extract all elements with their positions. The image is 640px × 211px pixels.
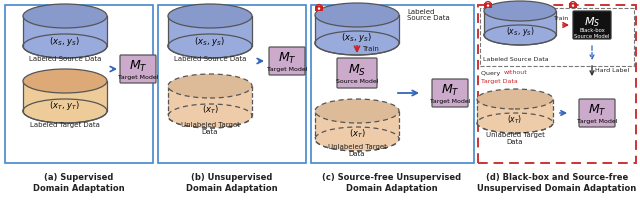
Text: Target Data: Target Data	[481, 78, 518, 84]
FancyBboxPatch shape	[579, 99, 615, 127]
Polygon shape	[168, 16, 252, 46]
Text: Unlabeled Target
Data: Unlabeled Target Data	[486, 131, 545, 145]
Text: Unlabeled Target
Data: Unlabeled Target Data	[180, 123, 239, 135]
Bar	[570, 3, 577, 8]
Polygon shape	[168, 86, 252, 116]
Text: Query: Query	[481, 70, 502, 76]
Text: Unlabeled Target
Data: Unlabeled Target Data	[328, 145, 387, 157]
Ellipse shape	[168, 104, 252, 128]
Bar	[316, 6, 323, 11]
Ellipse shape	[315, 31, 399, 55]
Ellipse shape	[477, 113, 553, 133]
Ellipse shape	[23, 69, 107, 93]
Text: $M_T$: $M_T$	[278, 51, 296, 66]
Ellipse shape	[484, 1, 556, 21]
Text: Labeled Source Data: Labeled Source Data	[29, 56, 101, 62]
Text: Train: Train	[362, 46, 379, 52]
Ellipse shape	[23, 99, 107, 123]
Text: Labeled Target Data: Labeled Target Data	[30, 122, 100, 128]
Text: Target Model: Target Model	[429, 99, 470, 104]
Text: (b) Unsupervised
Domain Adaptation: (b) Unsupervised Domain Adaptation	[186, 173, 278, 193]
Text: $(x_T,\, y_T)$: $(x_T,\, y_T)$	[49, 99, 81, 111]
Text: $(x_S,\, y_S)$: $(x_S,\, y_S)$	[195, 35, 226, 47]
Text: (c) Source-free Unsupervised
Domain Adaptation: (c) Source-free Unsupervised Domain Adap…	[323, 173, 461, 193]
Text: $M_S$: $M_S$	[584, 15, 600, 29]
Text: Target Model: Target Model	[118, 75, 158, 80]
Ellipse shape	[23, 34, 107, 58]
Text: $(x_S,\, y_S)$: $(x_S,\, y_S)$	[506, 24, 534, 38]
Bar	[478, 5, 636, 163]
Text: $M_S$: $M_S$	[348, 63, 366, 78]
Text: $M_T$: $M_T$	[441, 83, 460, 98]
Text: $(x_T)$: $(x_T)$	[349, 128, 365, 140]
Polygon shape	[484, 11, 556, 35]
Text: (d) Black-box and Source-free
Unsupervised Domain Adaptation: (d) Black-box and Source-free Unsupervis…	[477, 173, 637, 193]
Ellipse shape	[168, 34, 252, 58]
FancyBboxPatch shape	[432, 79, 468, 107]
Polygon shape	[477, 99, 553, 123]
Text: without: without	[504, 70, 528, 76]
Ellipse shape	[315, 127, 399, 151]
Polygon shape	[315, 111, 399, 139]
Text: Black-box
Source Model: Black-box Source Model	[574, 28, 610, 39]
Text: Target Model: Target Model	[267, 67, 307, 72]
Ellipse shape	[477, 89, 553, 109]
Ellipse shape	[315, 99, 399, 123]
Bar	[480, 8, 634, 66]
Text: (a) Supervised
Domain Adaptation: (a) Supervised Domain Adaptation	[33, 173, 125, 193]
Ellipse shape	[487, 4, 489, 7]
Ellipse shape	[318, 7, 320, 10]
Polygon shape	[23, 81, 107, 111]
Ellipse shape	[484, 25, 556, 45]
Text: Target Model: Target Model	[577, 119, 617, 124]
Text: Labeled Source Data: Labeled Source Data	[483, 57, 548, 62]
Text: $(x_S,\, y_S)$: $(x_S,\, y_S)$	[341, 31, 372, 45]
Bar	[5, 5, 153, 163]
Text: Train: Train	[554, 15, 569, 20]
Text: Labeled
Source Data: Labeled Source Data	[407, 8, 450, 22]
Text: $M_T$: $M_T$	[129, 59, 147, 74]
Ellipse shape	[23, 4, 107, 28]
Bar	[484, 3, 492, 8]
Text: $(x_S,\, y_S)$: $(x_S,\, y_S)$	[49, 35, 81, 47]
Ellipse shape	[168, 4, 252, 28]
Ellipse shape	[572, 4, 574, 7]
Ellipse shape	[168, 74, 252, 98]
Text: Labeled Source Data: Labeled Source Data	[174, 56, 246, 62]
Polygon shape	[315, 15, 399, 43]
FancyBboxPatch shape	[269, 47, 305, 75]
Bar	[158, 5, 306, 163]
FancyBboxPatch shape	[120, 55, 156, 83]
Text: $(x_T)$: $(x_T)$	[202, 104, 218, 116]
FancyBboxPatch shape	[337, 58, 377, 88]
Text: Hard Label: Hard Label	[595, 69, 629, 73]
Ellipse shape	[315, 3, 399, 27]
Polygon shape	[23, 16, 107, 46]
Bar	[311, 5, 474, 163]
FancyBboxPatch shape	[573, 11, 611, 39]
Text: Source Model: Source Model	[336, 80, 378, 84]
Text: $(x_T)$: $(x_T)$	[508, 114, 523, 126]
Text: $M_T$: $M_T$	[588, 103, 606, 118]
